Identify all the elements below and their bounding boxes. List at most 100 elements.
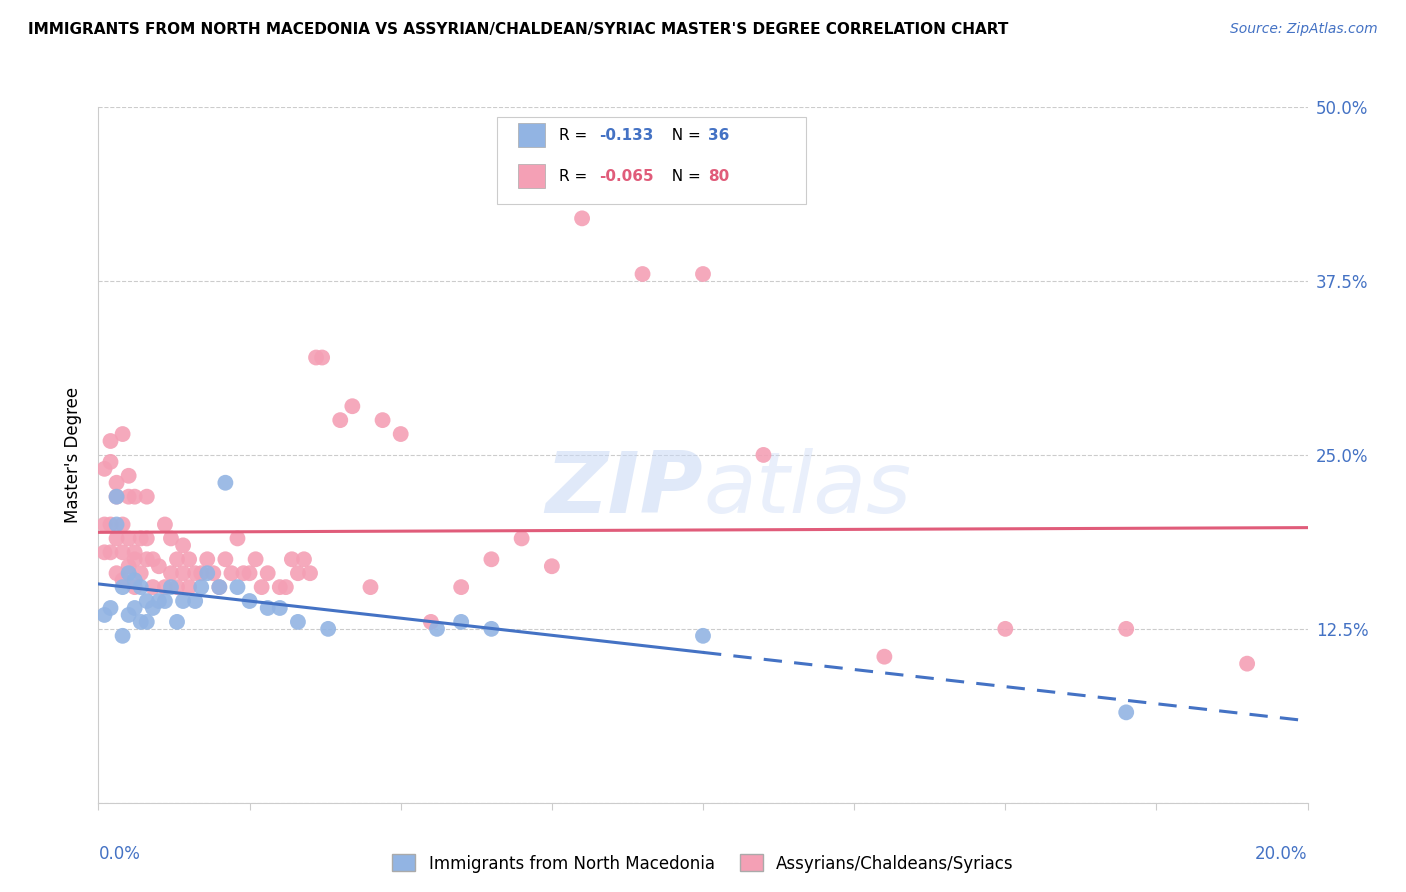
Text: IMMIGRANTS FROM NORTH MACEDONIA VS ASSYRIAN/CHALDEAN/SYRIAC MASTER'S DEGREE CORR: IMMIGRANTS FROM NORTH MACEDONIA VS ASSYR…	[28, 22, 1008, 37]
Point	[118, 559, 141, 574]
Point	[179, 580, 201, 594]
Point	[129, 615, 152, 629]
Point	[190, 580, 212, 594]
Point	[111, 573, 134, 587]
Point	[994, 622, 1017, 636]
Point	[420, 615, 443, 629]
Point	[118, 532, 141, 546]
FancyBboxPatch shape	[498, 118, 806, 204]
Point	[111, 580, 134, 594]
Text: 0.0%: 0.0%	[98, 845, 141, 863]
Point	[118, 607, 141, 622]
Point	[179, 552, 201, 566]
Point	[1115, 622, 1137, 636]
Point	[124, 601, 146, 615]
Point	[1115, 706, 1137, 720]
Point	[184, 566, 207, 581]
Text: R =: R =	[560, 169, 592, 184]
Point	[100, 455, 122, 469]
Point	[239, 594, 262, 608]
Point	[148, 559, 170, 574]
Point	[111, 545, 134, 559]
Point	[389, 427, 412, 442]
Point	[450, 580, 472, 594]
Point	[124, 545, 146, 559]
Point	[160, 532, 183, 546]
Point	[371, 413, 394, 427]
Point	[135, 532, 157, 546]
Text: -0.065: -0.065	[599, 169, 654, 184]
Point	[166, 615, 188, 629]
Point	[124, 573, 146, 587]
Point	[190, 566, 212, 581]
Point	[100, 434, 122, 448]
Point	[540, 559, 562, 574]
Point	[426, 622, 449, 636]
Point	[329, 413, 352, 427]
Point	[124, 552, 146, 566]
Point	[571, 211, 593, 226]
Point	[153, 594, 176, 608]
Point	[111, 629, 134, 643]
Text: Source: ZipAtlas.com: Source: ZipAtlas.com	[1230, 22, 1378, 37]
Point	[1236, 657, 1258, 671]
Point	[118, 468, 141, 483]
Point	[232, 566, 254, 581]
Point	[105, 566, 128, 581]
Point	[105, 517, 128, 532]
Point	[214, 552, 236, 566]
Point	[274, 580, 297, 594]
Text: -0.133: -0.133	[599, 128, 654, 143]
Text: ZIP: ZIP	[546, 448, 703, 532]
Point	[195, 566, 218, 581]
Point	[172, 538, 194, 552]
Text: R =: R =	[560, 128, 592, 143]
Point	[305, 351, 328, 365]
Point	[129, 566, 152, 581]
Point	[256, 601, 278, 615]
Point	[142, 601, 165, 615]
Text: 20.0%: 20.0%	[1256, 845, 1308, 863]
Point	[129, 580, 152, 594]
Point	[153, 580, 176, 594]
Text: N =: N =	[662, 128, 706, 143]
Point	[135, 490, 157, 504]
Point	[360, 580, 382, 594]
Point	[287, 566, 309, 581]
Point	[93, 607, 115, 622]
Point	[692, 629, 714, 643]
Point	[105, 490, 128, 504]
Point	[226, 532, 249, 546]
Point	[226, 580, 249, 594]
FancyBboxPatch shape	[517, 123, 544, 147]
Point	[135, 594, 157, 608]
Point	[316, 622, 339, 636]
Text: 80: 80	[707, 169, 730, 184]
Point	[135, 615, 157, 629]
Point	[135, 552, 157, 566]
Point	[105, 532, 128, 546]
Point	[239, 566, 262, 581]
Point	[124, 490, 146, 504]
Point	[221, 566, 243, 581]
Point	[184, 594, 207, 608]
Point	[208, 580, 231, 594]
Point	[111, 517, 134, 532]
Point	[166, 552, 188, 566]
Point	[195, 552, 218, 566]
FancyBboxPatch shape	[517, 164, 544, 188]
Point	[160, 580, 183, 594]
Point	[269, 601, 291, 615]
Point	[118, 566, 141, 581]
Point	[269, 580, 291, 594]
Point	[100, 601, 122, 615]
Point	[93, 545, 115, 559]
Point	[311, 351, 333, 365]
Point	[256, 566, 278, 581]
Text: N =: N =	[662, 169, 706, 184]
Point	[631, 267, 654, 281]
Point	[202, 566, 225, 581]
Point	[281, 552, 304, 566]
Point	[692, 267, 714, 281]
Point	[450, 615, 472, 629]
